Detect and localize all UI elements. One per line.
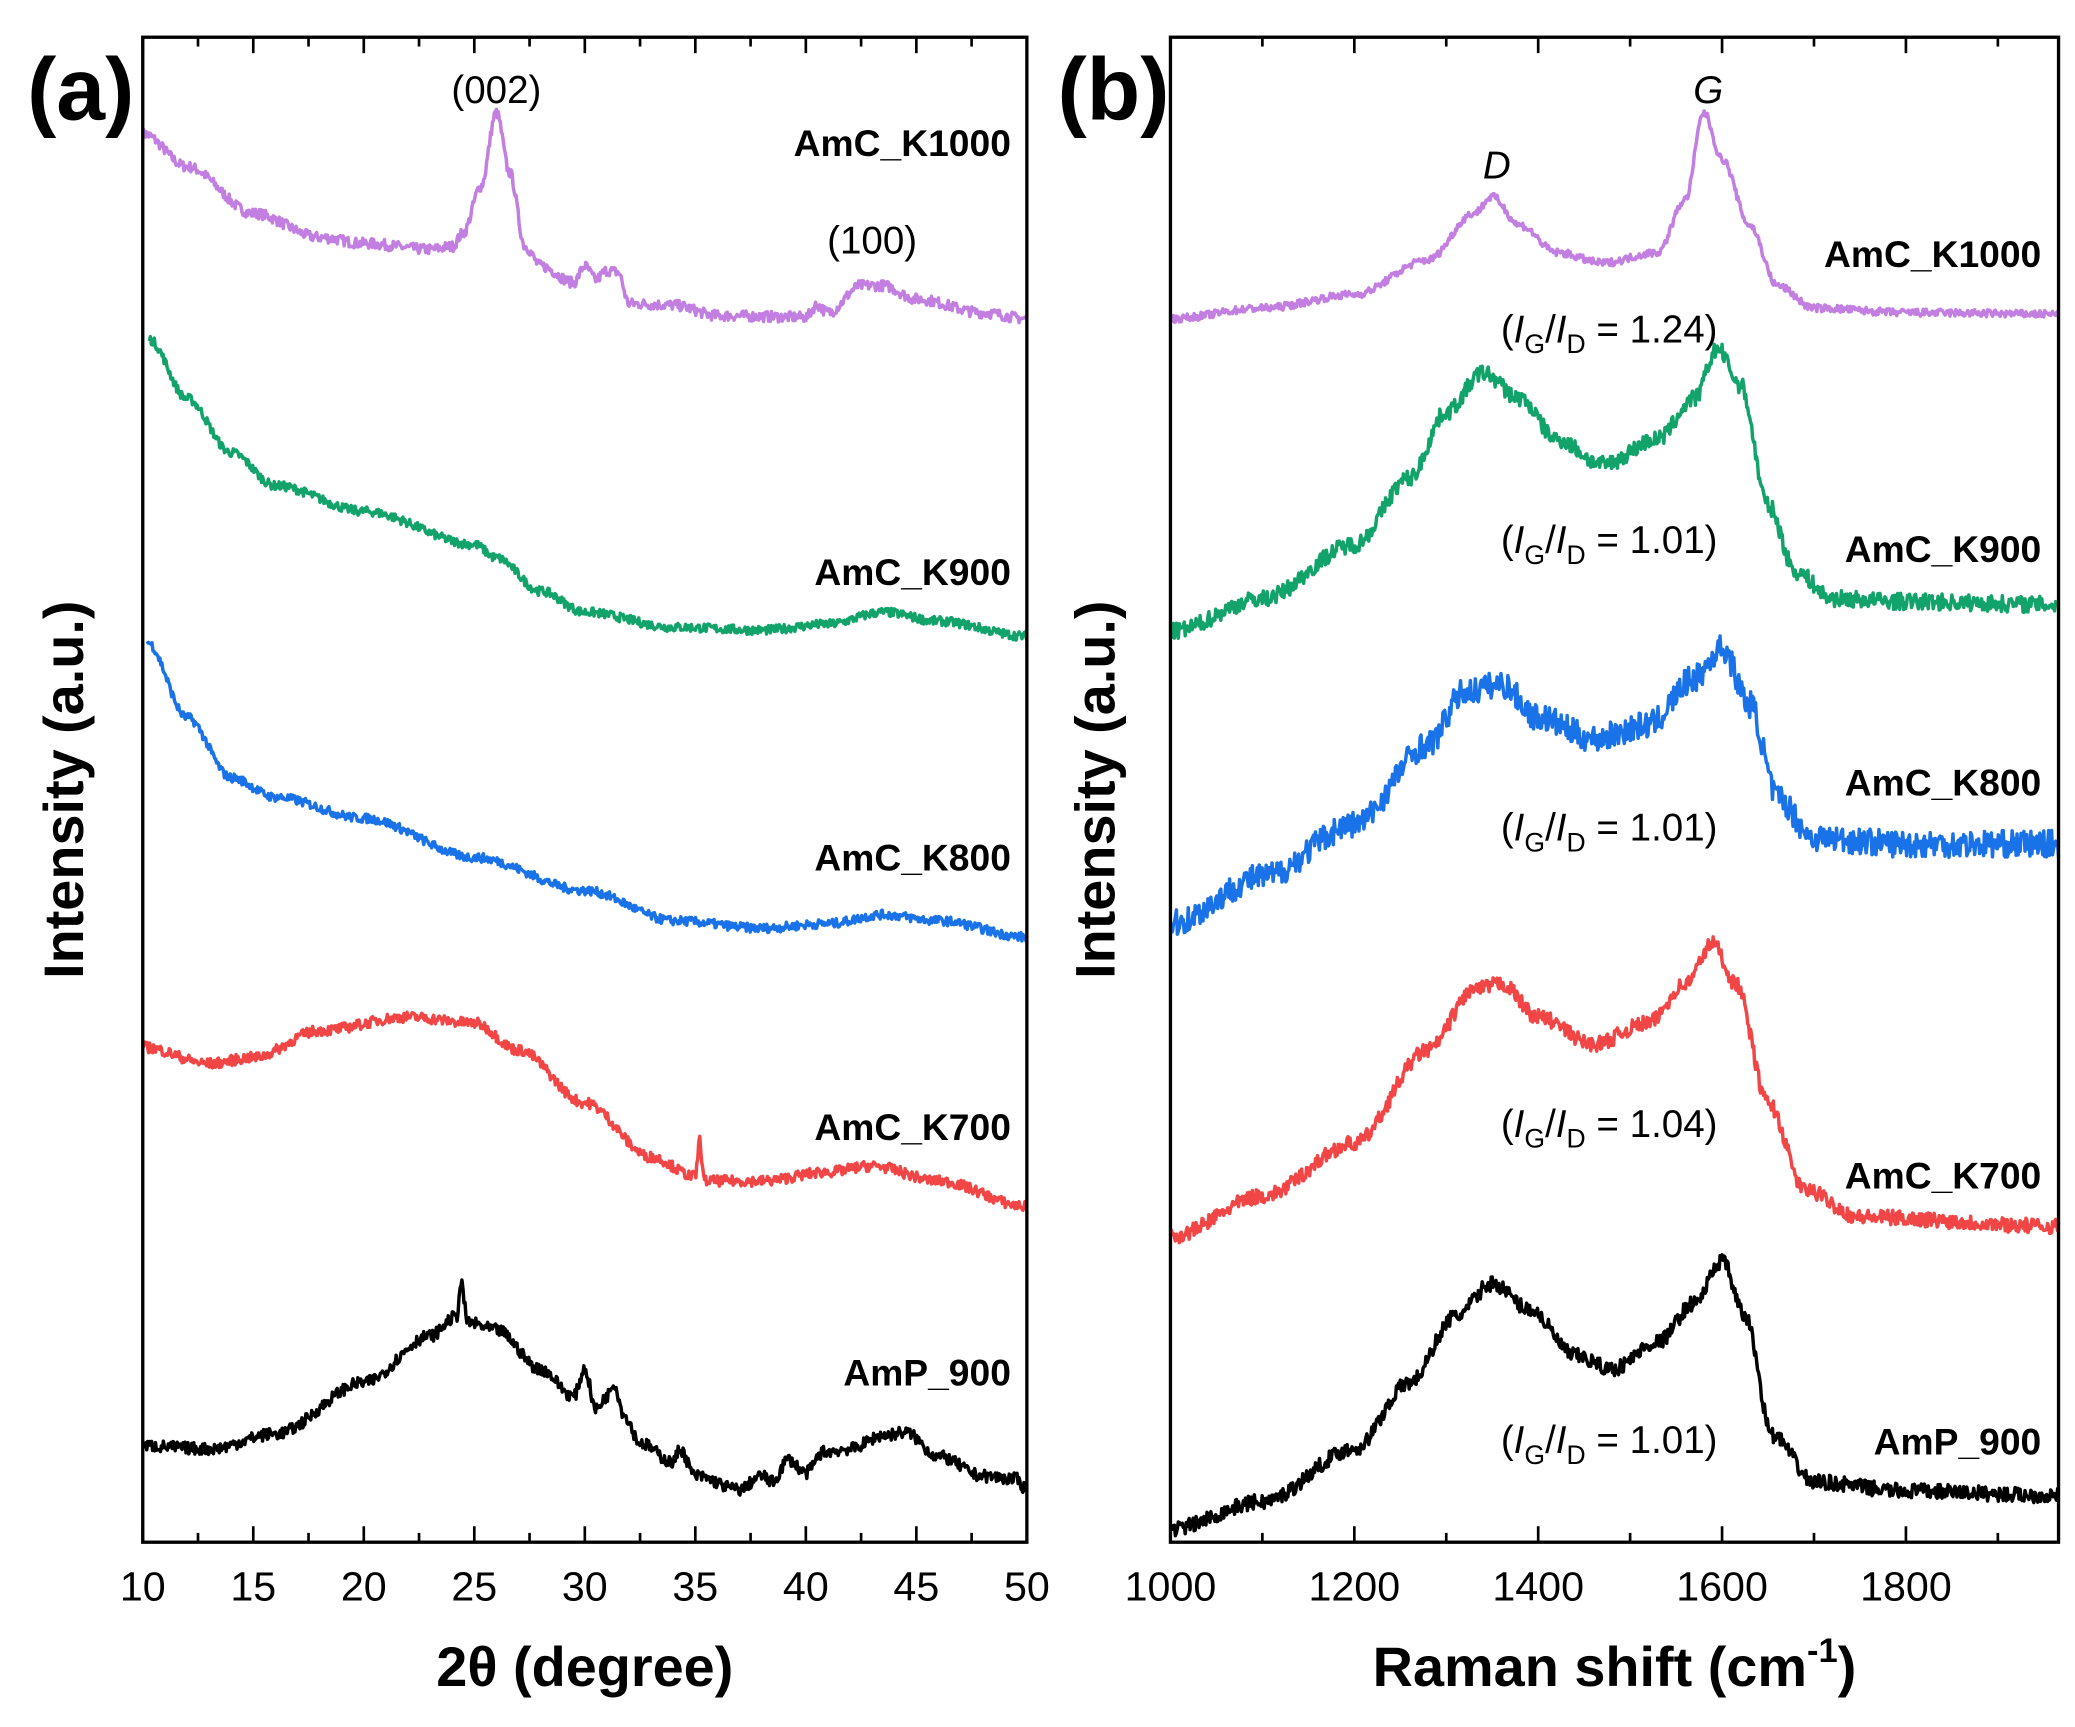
series-label: AmC_K700: [1845, 1154, 2042, 1196]
series-label: AmC_K1000: [794, 122, 1011, 164]
x-tick-label: 25: [451, 1564, 497, 1610]
x-axis-title-main: 2θ (degree): [436, 1635, 733, 1698]
series-line-amc-k700: [141, 1010, 1029, 1213]
series-label: AmC_K900: [814, 551, 1011, 593]
ratio-part: = 1.24): [1586, 308, 1718, 351]
ratio-part: /: [1545, 1103, 1556, 1146]
ratio-part: G: [1524, 1440, 1545, 1470]
series-label: AmC_K700: [814, 1106, 1011, 1148]
ratio-part: D: [1567, 1440, 1586, 1470]
series-label: AmC_K800: [1845, 761, 2042, 803]
ratio-part: I: [1556, 519, 1567, 562]
x-tick-label: 1800: [1860, 1564, 1952, 1610]
ratio-part: D: [1567, 827, 1586, 857]
ratio-part: D: [1567, 540, 1586, 570]
ratio-part: I: [1514, 1419, 1525, 1462]
ratio-part: /: [1545, 519, 1556, 562]
ratio-part: I: [1556, 1103, 1567, 1146]
x-axis-title-end: ): [1838, 1635, 1857, 1698]
ratio-part: /: [1545, 308, 1556, 351]
series-line-amc-k800: [145, 640, 1029, 943]
ratio-part: (: [1501, 1103, 1514, 1146]
x-axis-title: 2θ (degree): [436, 1635, 733, 1698]
ratio-part: = 1.01): [1586, 1419, 1718, 1462]
ratio-part: G: [1524, 540, 1545, 570]
ratio-part: D: [1567, 1124, 1586, 1154]
x-tick-label: 1600: [1676, 1564, 1768, 1610]
peak-annotation: (100): [827, 220, 917, 263]
peak-annotation: D: [1483, 144, 1511, 187]
ratio-part: I: [1556, 807, 1567, 850]
plot-frame: [1168, 35, 2061, 1544]
series-label: AmC_K1000: [1824, 233, 2041, 275]
xrd-panel: AmC_K1000 AmC_K900 AmC_K800 AmC_K700 AmP_900…: [27, 35, 1050, 1698]
raman-panel: AmC_K1000(IG/ID = 1.24)AmC_K900(IG/ID = …: [1057, 35, 2061, 1698]
ratio-part: D: [1567, 329, 1586, 359]
series-line-amc-k700: [1168, 935, 2061, 1245]
x-tick-label: 10: [120, 1564, 166, 1610]
ratio-annotation: (IG/ID = 1.01): [1501, 1419, 1718, 1470]
series-line-amc-k800: [1168, 634, 2061, 936]
x-tick-label: 40: [783, 1564, 829, 1610]
ratio-part: I: [1556, 308, 1567, 351]
series-label: AmC_K900: [1845, 528, 2042, 570]
ratio-annotation: (IG/ID = 1.24): [1501, 308, 1718, 359]
ratio-part: = 1.04): [1586, 1103, 1718, 1146]
ratio-part: /: [1545, 807, 1556, 850]
x-tick-label: 1200: [1308, 1564, 1400, 1610]
series-line-amc-k900: [1168, 342, 2061, 641]
x-axis-title-sup: -1: [1807, 1632, 1838, 1670]
panel-label: (b): [1057, 41, 1169, 139]
ratio-part: (: [1501, 1419, 1514, 1462]
series-line-amp-900: [141, 1278, 1029, 1497]
peak-annotation: (002): [451, 69, 541, 112]
ratio-part: G: [1524, 1124, 1545, 1154]
x-axis-title: Raman shift (cm-1): [1373, 1632, 1857, 1698]
y-axis-title: Intensity (a.u.): [32, 601, 95, 979]
ratio-part: I: [1556, 1419, 1567, 1462]
x-tick-label: 20: [341, 1564, 387, 1610]
y-axis-title: Intensity (a.u.): [1064, 601, 1127, 979]
ratio-part: /: [1545, 1419, 1556, 1462]
series-line-amc-k1000: [1169, 109, 2061, 324]
x-tick-label: 30: [562, 1564, 608, 1610]
peak-annotation: G: [1693, 69, 1723, 112]
ratio-annotation: (IG/ID = 1.01): [1501, 519, 1718, 570]
x-axis-title-main: Raman shift (cm: [1373, 1635, 1807, 1698]
ratio-part: = 1.01): [1586, 519, 1718, 562]
series-line-amp-900: [1168, 1253, 2061, 1538]
panel-label: (a): [27, 41, 134, 139]
ratio-annotation: (IG/ID = 1.04): [1501, 1103, 1718, 1154]
ratio-part: I: [1514, 519, 1525, 562]
ratio-part: I: [1514, 308, 1525, 351]
series-label: AmP_900: [843, 1351, 1011, 1393]
series-line-amc-k900: [147, 334, 1029, 642]
ratio-part: = 1.01): [1586, 807, 1718, 850]
ratio-annotation: (IG/ID = 1.01): [1501, 807, 1718, 858]
ratio-part: I: [1514, 1103, 1525, 1146]
series-label: AmP_900: [1874, 1421, 2042, 1463]
x-tick-label: 1000: [1125, 1564, 1217, 1610]
x-tick-label: 50: [1004, 1564, 1050, 1610]
x-tick-label: 35: [672, 1564, 718, 1610]
x-tick-label: 45: [893, 1564, 939, 1610]
ratio-part: I: [1514, 807, 1525, 850]
x-tick-label: 1400: [1492, 1564, 1584, 1610]
ratio-part: G: [1524, 827, 1545, 857]
ratio-part: (: [1501, 519, 1514, 562]
ratio-part: (: [1501, 807, 1514, 850]
ratio-part: (: [1501, 308, 1514, 351]
series-line-amc-k1000: [141, 107, 1029, 325]
series-label: AmC_K800: [814, 837, 1011, 879]
ratio-part: G: [1524, 329, 1545, 359]
x-tick-label: 15: [230, 1564, 276, 1610]
